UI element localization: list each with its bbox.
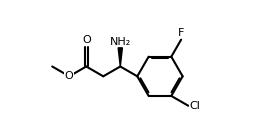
- Text: O: O: [82, 35, 91, 45]
- Polygon shape: [118, 48, 122, 67]
- Text: F: F: [178, 28, 184, 38]
- Text: O: O: [65, 71, 74, 81]
- Text: NH₂: NH₂: [110, 37, 131, 47]
- Text: Cl: Cl: [189, 101, 200, 111]
